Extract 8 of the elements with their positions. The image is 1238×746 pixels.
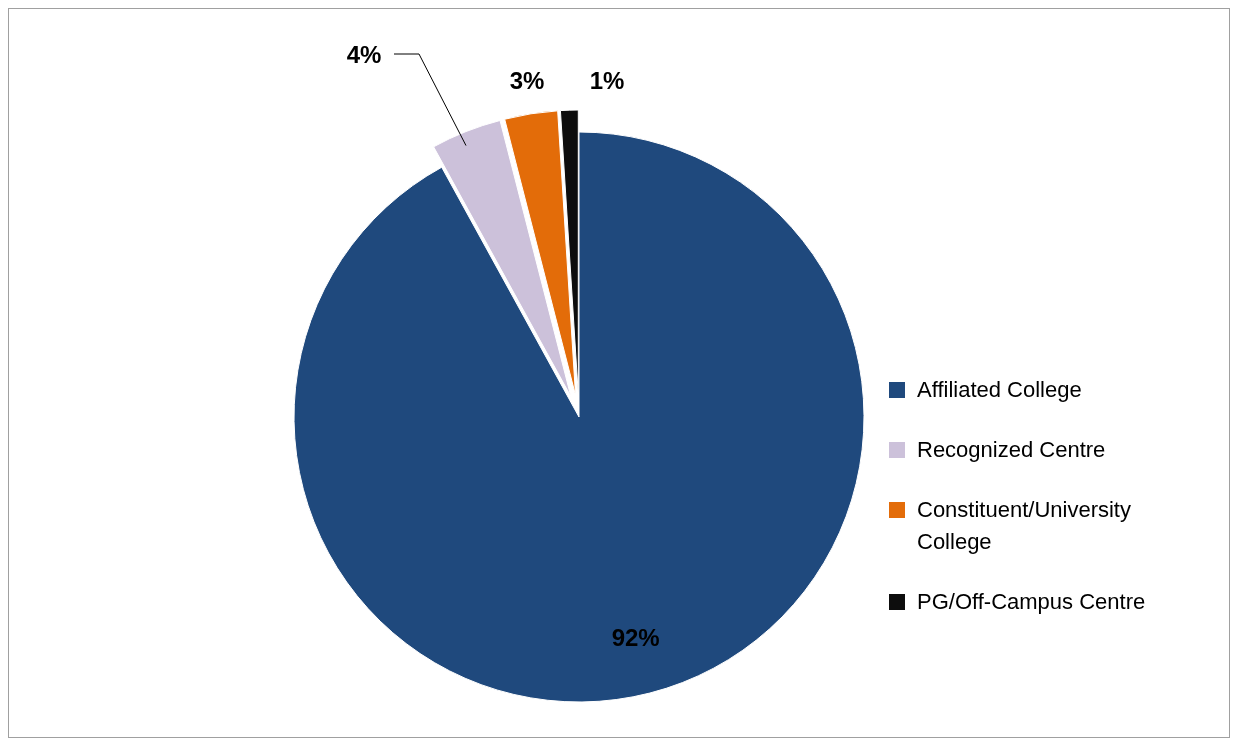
- data-label: 1%: [589, 66, 625, 94]
- legend-label: Constituent/University College: [917, 496, 1132, 556]
- legend-label: Affiliated College: [917, 376, 1082, 404]
- data-label: 4%: [346, 40, 382, 68]
- legend-label: Recognized Centre: [917, 436, 1106, 464]
- legend-label: PG/Off-Campus Centre: [917, 588, 1146, 616]
- data-label: 3%: [509, 66, 545, 94]
- data-label: 92%: [611, 624, 660, 652]
